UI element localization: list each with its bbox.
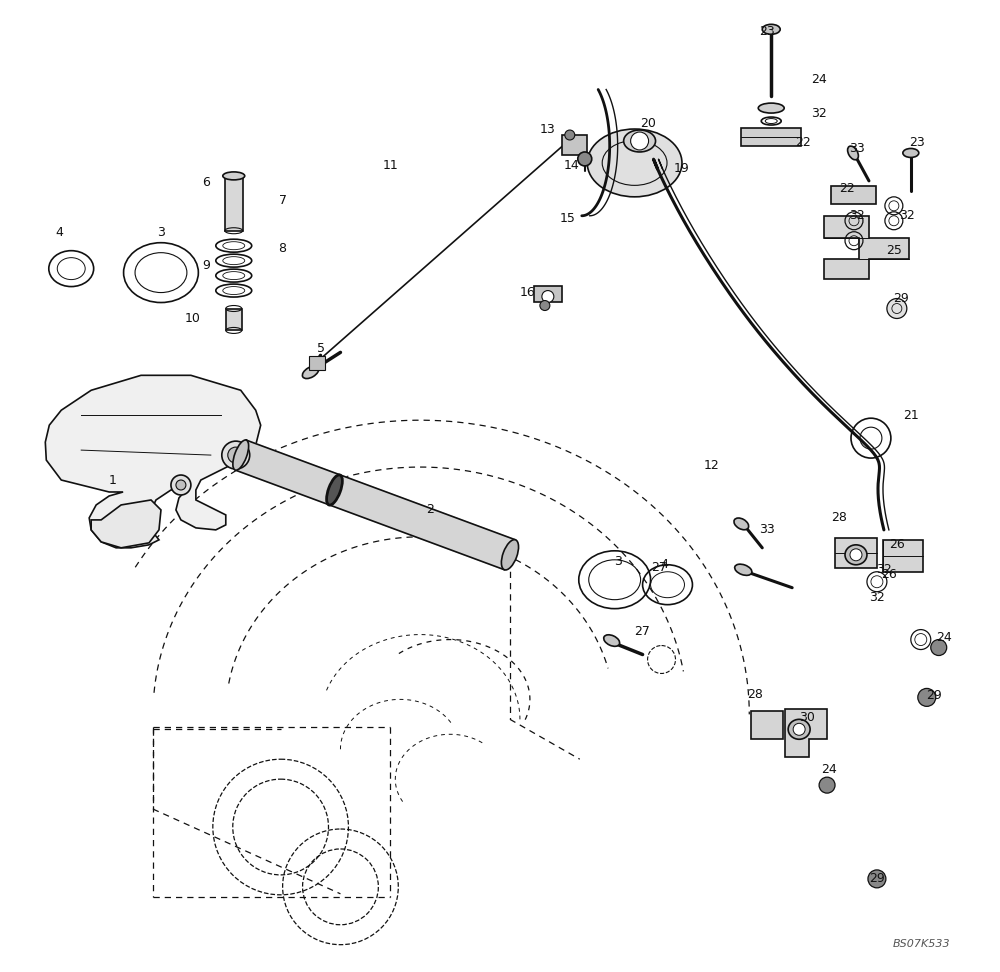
Text: 16: 16	[520, 286, 536, 299]
Ellipse shape	[735, 564, 752, 575]
Bar	[226, 308, 242, 330]
Text: 32: 32	[869, 591, 885, 605]
Text: BS07K533: BS07K533	[893, 939, 951, 949]
Text: 3: 3	[614, 555, 622, 569]
Bar	[835, 538, 877, 568]
Ellipse shape	[788, 719, 810, 740]
Text: 5: 5	[317, 342, 325, 355]
Circle shape	[176, 480, 186, 490]
Text: 13: 13	[540, 122, 556, 135]
Text: 15: 15	[560, 212, 576, 226]
Circle shape	[222, 441, 250, 469]
Circle shape	[868, 870, 886, 887]
Circle shape	[578, 152, 592, 166]
Ellipse shape	[758, 103, 784, 113]
Text: 10: 10	[185, 312, 201, 325]
Text: 12: 12	[704, 459, 719, 471]
Text: 19: 19	[674, 162, 689, 175]
Text: 28: 28	[747, 688, 763, 701]
Text: 3: 3	[157, 226, 165, 239]
Text: 23: 23	[909, 136, 925, 150]
Circle shape	[819, 778, 835, 793]
Ellipse shape	[327, 475, 342, 505]
Text: 25: 25	[886, 244, 902, 258]
Polygon shape	[235, 440, 516, 570]
Bar	[883, 539, 923, 572]
Text: 22: 22	[795, 136, 811, 150]
Text: 27: 27	[652, 561, 667, 574]
Text: 22: 22	[839, 183, 855, 195]
Text: 24: 24	[936, 631, 952, 644]
Ellipse shape	[233, 440, 249, 470]
Ellipse shape	[845, 545, 867, 565]
Text: 33: 33	[759, 523, 775, 537]
Text: 2: 2	[426, 503, 434, 516]
Bar	[562, 135, 587, 155]
Circle shape	[887, 298, 907, 319]
Ellipse shape	[734, 518, 749, 530]
Text: 20: 20	[640, 117, 656, 129]
Polygon shape	[785, 710, 827, 757]
Text: 32: 32	[899, 209, 915, 223]
Ellipse shape	[302, 366, 319, 378]
Ellipse shape	[501, 539, 519, 570]
Text: 29: 29	[926, 689, 942, 702]
Circle shape	[540, 300, 550, 310]
Circle shape	[171, 475, 191, 495]
Text: 8: 8	[279, 242, 287, 256]
Polygon shape	[91, 500, 161, 548]
Circle shape	[918, 688, 936, 707]
Text: 32: 32	[876, 563, 892, 576]
Bar	[741, 128, 801, 146]
Ellipse shape	[762, 24, 780, 34]
Text: 27: 27	[634, 625, 650, 638]
Ellipse shape	[624, 130, 656, 152]
Text: 24: 24	[821, 763, 837, 776]
Bar	[309, 357, 325, 370]
Circle shape	[542, 291, 554, 302]
Text: 1: 1	[109, 473, 117, 487]
Text: 29: 29	[893, 292, 909, 305]
Ellipse shape	[850, 549, 862, 561]
Text: 26: 26	[881, 569, 897, 581]
Text: 28: 28	[831, 511, 847, 525]
Ellipse shape	[604, 635, 620, 646]
Text: 14: 14	[564, 159, 580, 172]
Text: 30: 30	[799, 711, 815, 724]
Bar	[225, 176, 243, 230]
Ellipse shape	[793, 723, 805, 735]
Ellipse shape	[223, 172, 245, 180]
Text: 4: 4	[55, 226, 63, 239]
Polygon shape	[824, 216, 909, 279]
Bar	[534, 286, 562, 301]
Ellipse shape	[848, 146, 858, 159]
Text: 32: 32	[849, 209, 865, 223]
Circle shape	[565, 130, 575, 140]
Text: 24: 24	[811, 73, 827, 86]
Text: 7: 7	[279, 194, 287, 207]
Circle shape	[631, 132, 649, 150]
Text: 6: 6	[202, 176, 210, 190]
Bar	[831, 186, 876, 204]
Text: 33: 33	[849, 143, 865, 156]
Text: 9: 9	[202, 260, 210, 272]
Text: 11: 11	[382, 159, 398, 172]
Text: 29: 29	[869, 873, 885, 885]
Bar	[751, 712, 783, 740]
Circle shape	[931, 640, 947, 655]
Text: 32: 32	[811, 107, 827, 120]
Text: 23: 23	[759, 25, 775, 38]
Ellipse shape	[903, 149, 919, 157]
Text: 26: 26	[889, 538, 905, 551]
Circle shape	[228, 447, 244, 463]
Polygon shape	[45, 375, 261, 548]
Ellipse shape	[587, 129, 682, 196]
Text: 21: 21	[903, 408, 919, 422]
Text: 4: 4	[661, 558, 668, 572]
